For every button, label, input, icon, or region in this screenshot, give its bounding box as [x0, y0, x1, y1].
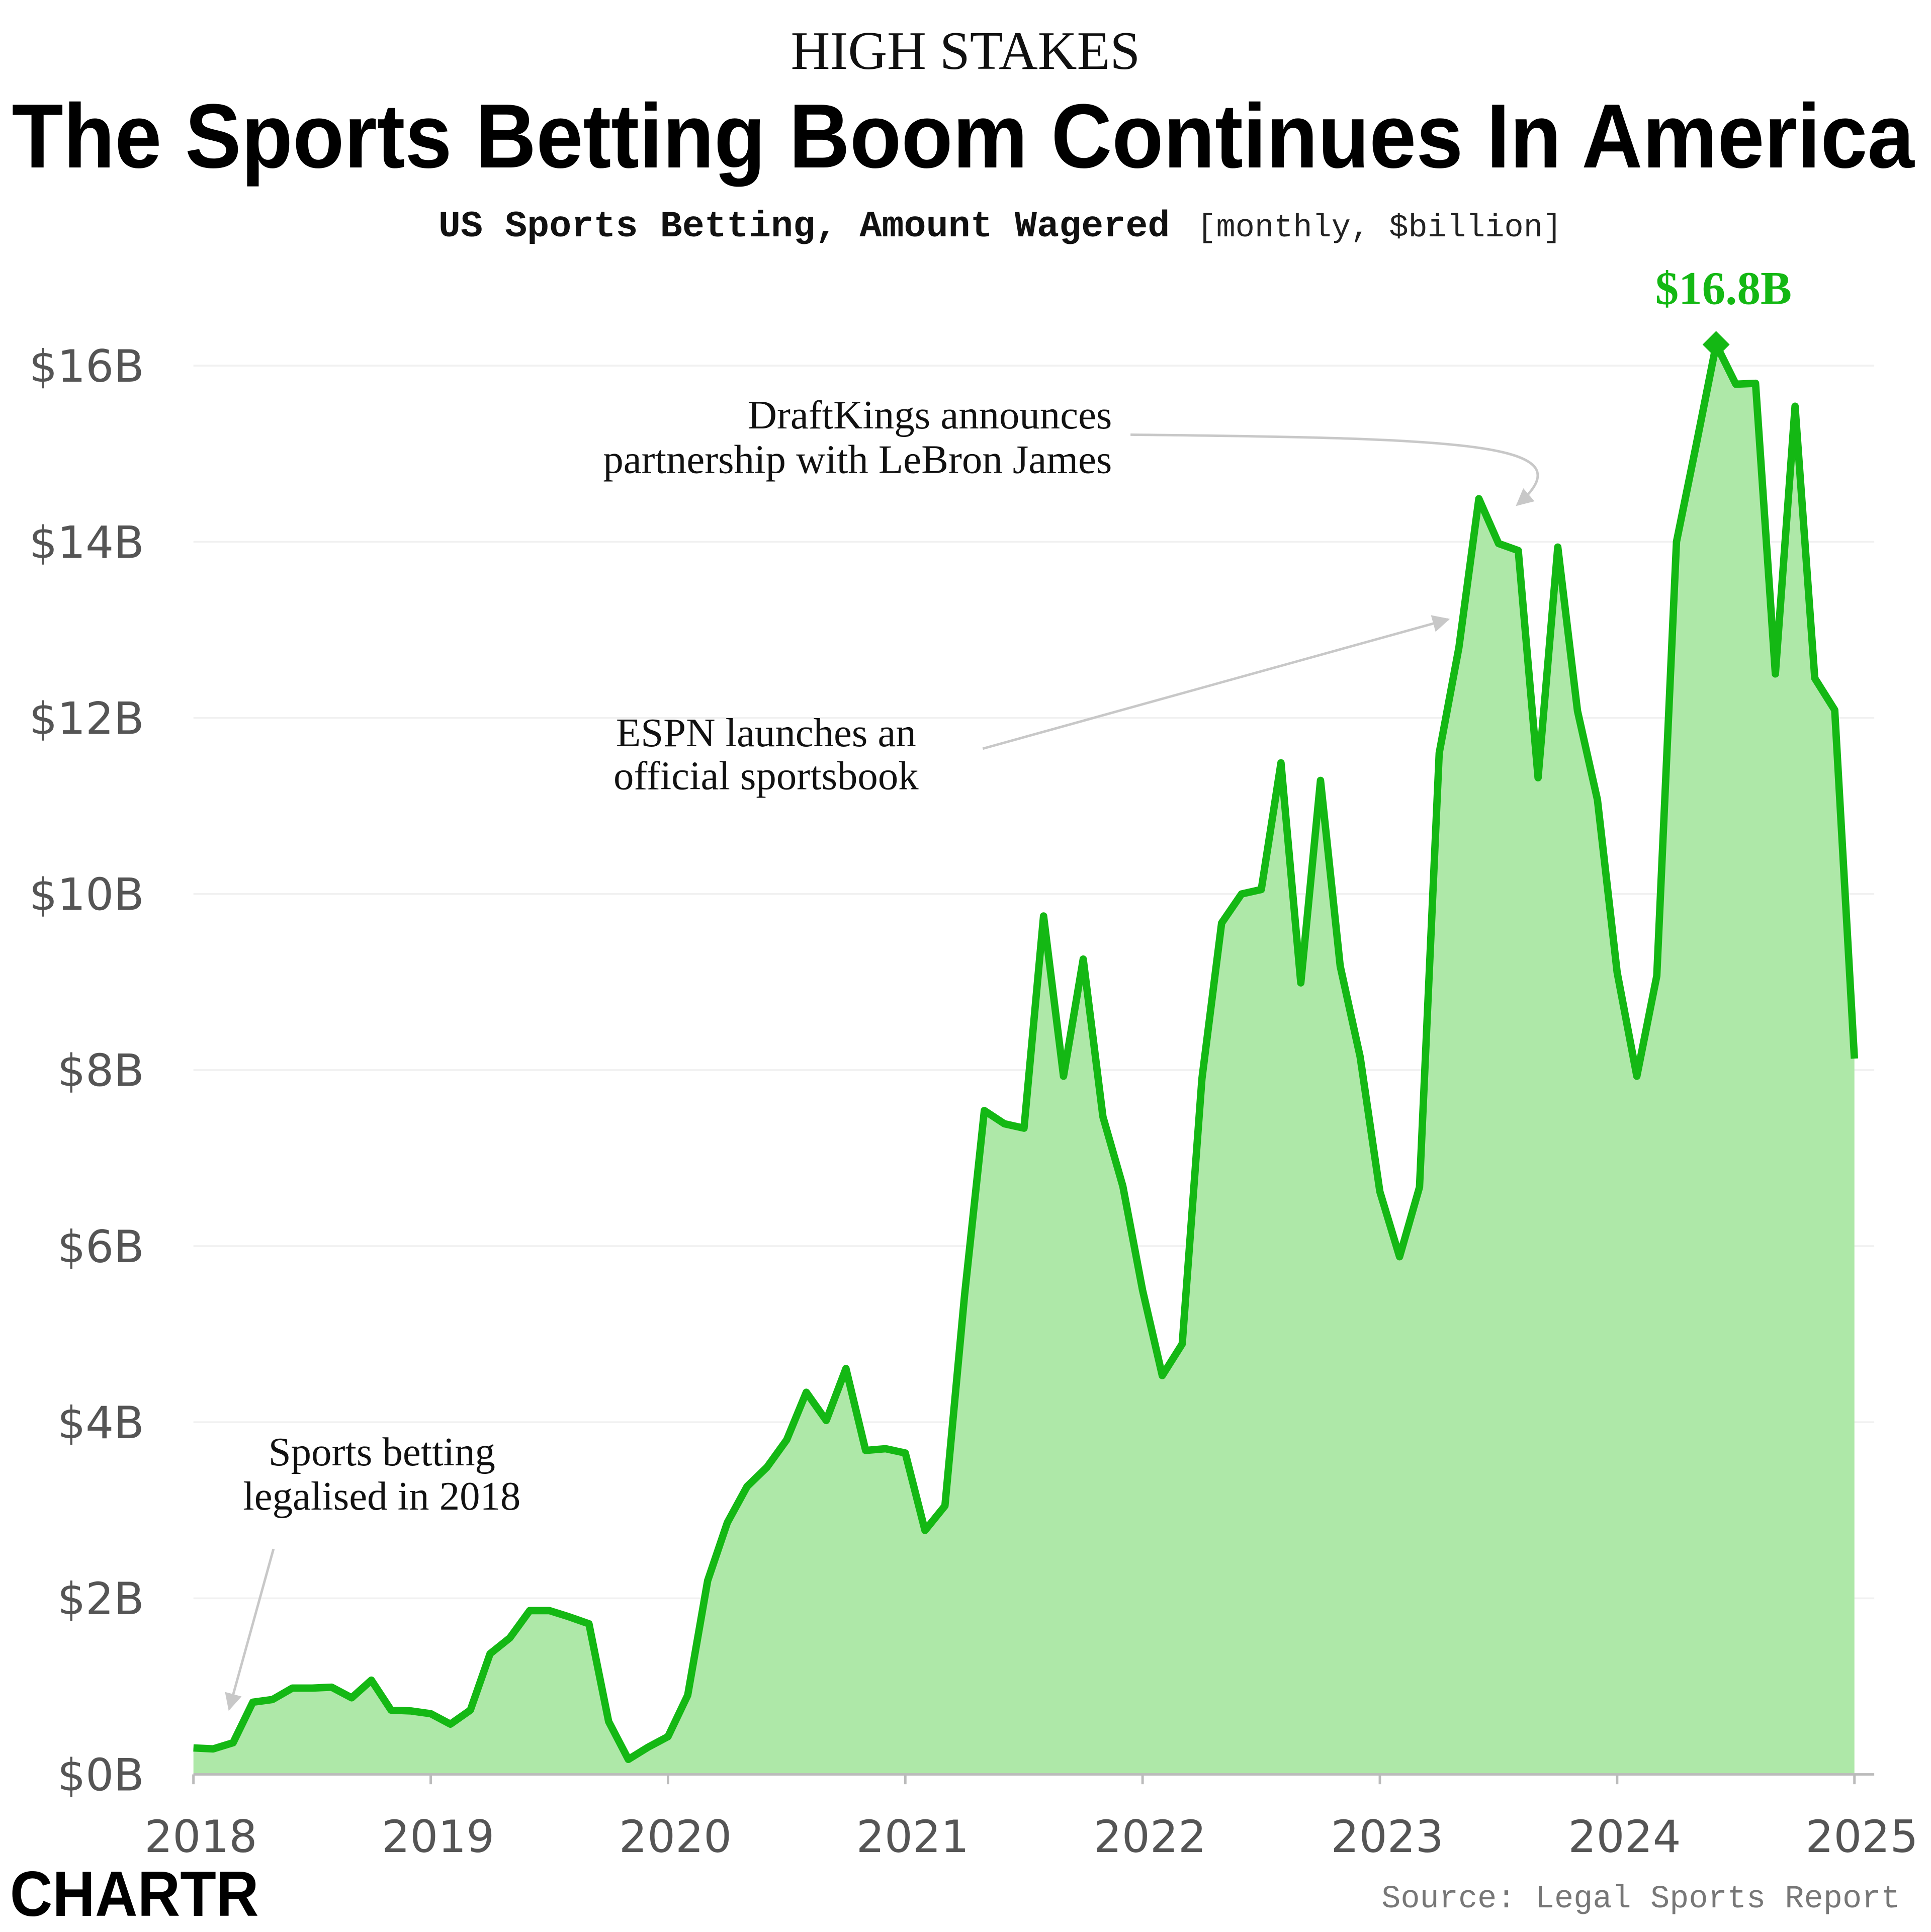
kicker: HIGH STAKES	[791, 21, 1140, 81]
annotation-arrow	[1130, 433, 1539, 506]
y-tick-label: $14B	[29, 516, 144, 568]
peak-label: $16.8B	[1655, 262, 1792, 314]
x-tick-label: 2020	[619, 1811, 732, 1863]
annotation-line: DraftKings announces	[748, 393, 1112, 437]
y-tick-label: $2B	[57, 1573, 144, 1625]
x-tick-label: 2021	[856, 1811, 969, 1863]
y-tick-label: $12B	[29, 692, 144, 744]
x-tick-label: 2024	[1568, 1811, 1681, 1863]
y-tick-label: $6B	[57, 1221, 144, 1273]
y-tick-label: $4B	[57, 1397, 144, 1449]
x-tick-label: 2018	[144, 1811, 257, 1863]
x-tick-label: 2025	[1805, 1811, 1918, 1863]
annotation: ESPN launches an official sportsbook	[613, 711, 919, 799]
y-tick-label: $8B	[57, 1045, 144, 1097]
annotation-line: partnership with LeBron James	[603, 437, 1112, 482]
y-tick-label: $0B	[57, 1749, 144, 1801]
subtitle-note: [monthly, $billion]	[1197, 210, 1562, 246]
peak-marker	[1702, 331, 1730, 359]
subtitle: US Sports Betting, Amount Wagered	[438, 206, 1170, 248]
annotation-line: legalised in 2018	[243, 1474, 520, 1519]
x-tick-label: 2022	[1094, 1811, 1206, 1863]
x-tick-label: 2023	[1331, 1811, 1444, 1863]
chart-title: The Sports Betting Boom Continues In Ame…	[12, 85, 1914, 187]
area	[193, 344, 1855, 1775]
annotation-line: Sports betting	[269, 1430, 495, 1474]
annotation: DraftKings announces partnership with Le…	[603, 393, 1112, 482]
plot: $0B $2B $4B $6B $8B $10B $12B $14B $16B $16.8B 201…	[29, 262, 1918, 1862]
annotation-arrow	[225, 1548, 275, 1711]
annotation-arrow	[982, 615, 1450, 750]
x-tick-label: 2019	[382, 1811, 494, 1863]
y-tick-label: $10B	[29, 869, 144, 921]
line	[193, 340, 1859, 1764]
annotation: Sports betting legalised in 2018	[243, 1430, 520, 1519]
annotation-line: official sportsbook	[613, 754, 919, 799]
y-tick-label: $16B	[29, 340, 144, 392]
annotation-line: ESPN launches an	[616, 711, 916, 755]
logo: CHARTR	[10, 1858, 259, 1929]
source: Source: Legal Sports Report	[1381, 1881, 1900, 1917]
